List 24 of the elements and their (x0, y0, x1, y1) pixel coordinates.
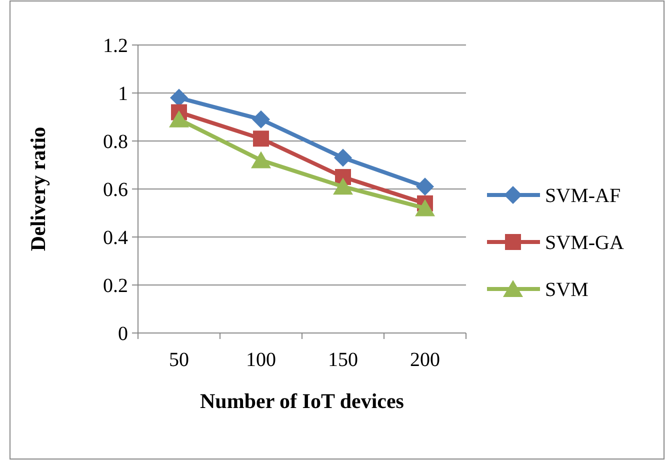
x-tick-label: 200 (410, 349, 440, 371)
y-tick-label: 1.2 (103, 35, 128, 57)
point (253, 130, 269, 147)
point (169, 110, 189, 128)
legend-label: SVM-GA (545, 232, 624, 254)
y-tick-label: 0.8 (103, 131, 128, 153)
x-tick-label: 150 (328, 349, 358, 371)
y-tick-label: 0.2 (103, 275, 128, 297)
point (252, 110, 270, 128)
y-tick-label: 0.6 (103, 179, 128, 201)
x-tick-label: 100 (246, 349, 276, 371)
x-axis-title: Number of IoT devices (200, 389, 404, 413)
y-axis-title: Delivery ratio (26, 126, 50, 252)
legend-label: SVM (545, 279, 589, 301)
y-tick-label: 1 (118, 83, 128, 105)
x-tick-label: 50 (169, 349, 189, 371)
legend-label: SVM-AF (545, 185, 621, 207)
point (416, 178, 434, 196)
point (415, 199, 435, 216)
y-tick-label: 0.4 (103, 227, 128, 249)
point (333, 178, 353, 195)
y-tick-label: 0 (118, 323, 128, 345)
point (334, 148, 352, 167)
point (251, 151, 271, 168)
